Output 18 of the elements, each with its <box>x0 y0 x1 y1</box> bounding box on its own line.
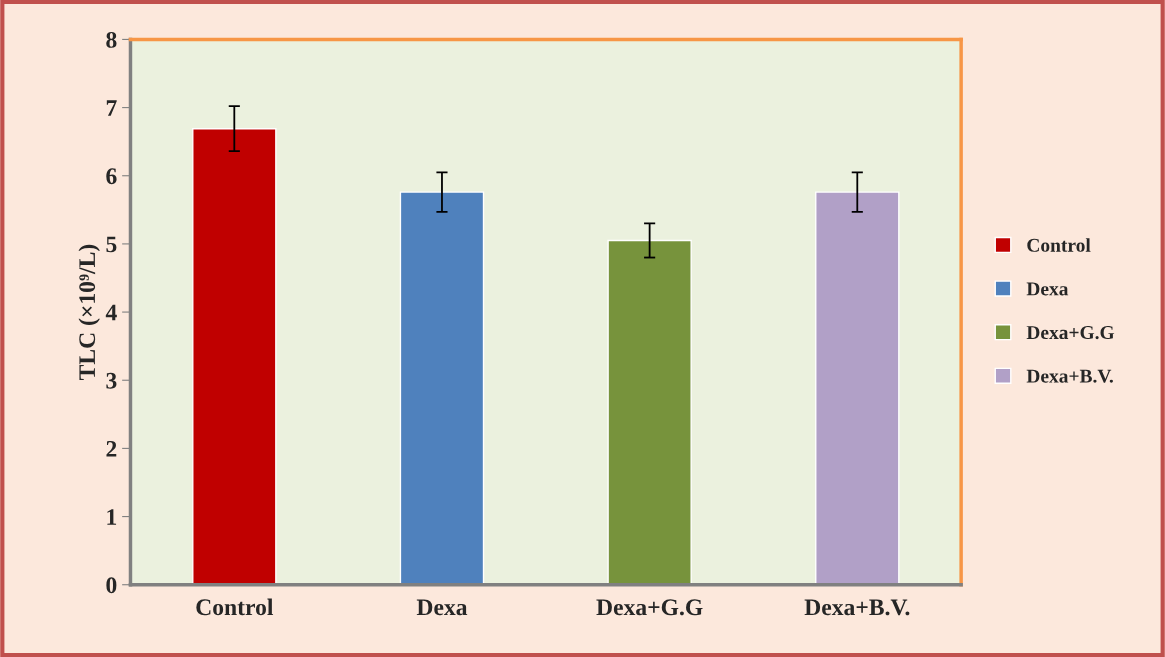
y-tick-label: 1 <box>107 509 117 525</box>
x-tick-label: Dexa+G.G <box>596 599 703 616</box>
y-tick-label: 2 <box>106 440 117 457</box>
legend-label: Dexa+G.G <box>1026 326 1115 340</box>
x-tick-label: Dexa+B.V. <box>804 599 910 616</box>
legend-label: Dexa+B.V. <box>1026 369 1113 383</box>
y-tick-label: 5 <box>106 236 117 253</box>
x-tick-label: Dexa <box>416 599 468 616</box>
legend-label: Dexa <box>1026 282 1069 296</box>
x-tick-label: Control <box>196 598 274 616</box>
y-tick-label: 3 <box>106 372 117 389</box>
y-tick-label: 4 <box>105 304 117 321</box>
y-axis-title: TLC (×10⁹/L) <box>78 244 100 381</box>
y-tick-label: 7 <box>106 100 117 116</box>
y-tick-label: 0 <box>106 577 117 594</box>
y-tick-label: 6 <box>106 168 117 185</box>
y-tick-label: 8 <box>106 31 117 48</box>
legend-label: Control <box>1027 238 1091 252</box>
